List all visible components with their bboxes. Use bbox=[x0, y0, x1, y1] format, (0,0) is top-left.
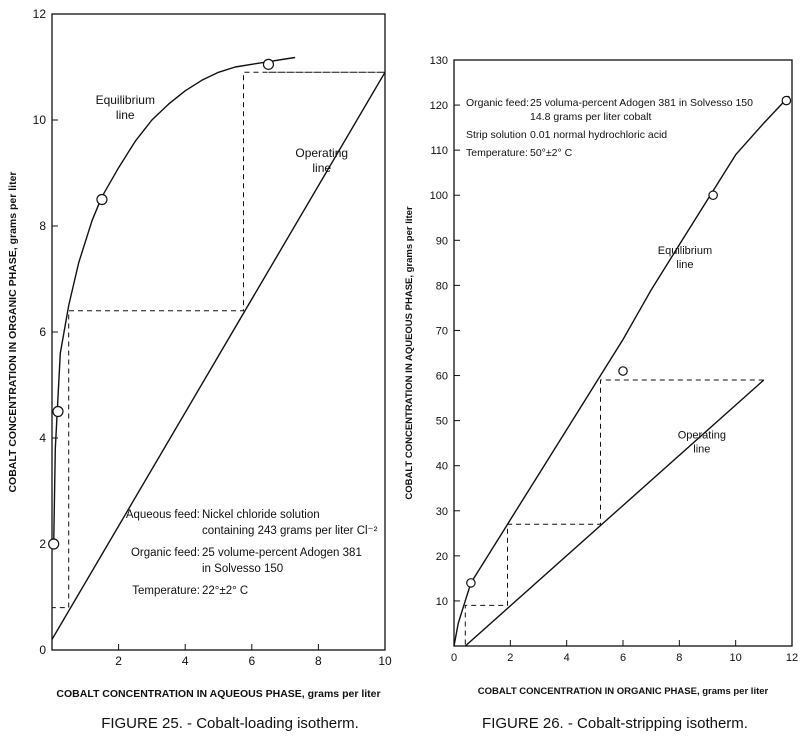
x-tick-label: 2 bbox=[507, 652, 513, 664]
data-point bbox=[262, 58, 275, 70]
x-tick-label: 6 bbox=[620, 652, 626, 664]
data-point bbox=[52, 405, 64, 418]
operating-label: Operating bbox=[678, 430, 726, 442]
operating-line bbox=[464, 379, 765, 647]
y-tick-label: 10 bbox=[436, 596, 448, 608]
operating-label: Operating bbox=[295, 146, 348, 160]
y-tick-label: 80 bbox=[436, 280, 448, 292]
note-label: Temperature: bbox=[466, 147, 528, 159]
y-tick-label: 30 bbox=[436, 506, 448, 518]
x-axis-label: COBALT CONCENTRATION IN ORGANIC PHASE, g… bbox=[478, 686, 769, 697]
y-tick-label: 10 bbox=[33, 113, 47, 127]
data-point bbox=[708, 190, 718, 201]
y-tick-label: 0 bbox=[39, 643, 46, 657]
operating-label-line: line bbox=[312, 161, 331, 175]
note-label: Aqueous feed: bbox=[126, 509, 200, 521]
x-tick-label: 10 bbox=[730, 652, 742, 664]
y-axis-label: COBALT CONCENTRATION IN ORGANIC PHASE, g… bbox=[7, 171, 19, 492]
x-tick-label: 10 bbox=[378, 654, 392, 668]
note-value: 50°±2° C bbox=[530, 147, 573, 159]
data-point bbox=[48, 538, 60, 550]
y-tick-label: 50 bbox=[436, 416, 448, 428]
data-point bbox=[781, 95, 792, 106]
y-tick-label: 110 bbox=[430, 145, 448, 157]
y-tick-label: 12 bbox=[33, 7, 47, 21]
chart-cobalt-stripping-isotherm: 0 2 4 6 8 10 12 10 20 30 40 50 60 70 80 90 100 110 120 130 C… bbox=[404, 55, 798, 732]
operating-line bbox=[51, 71, 386, 640]
note-value: in Solvesso 150 bbox=[202, 563, 283, 575]
note-value: 14.8 grams per liter cobalt bbox=[530, 111, 651, 123]
figure-caption: FIGURE 26. - Cobalt-stripping isotherm. bbox=[482, 715, 748, 732]
y-tick-label: 8 bbox=[39, 219, 46, 233]
x-tick-label: 8 bbox=[676, 652, 682, 664]
x-tick-label: 8 bbox=[315, 654, 322, 668]
note-value: 0.01 normal hydrochloric acid bbox=[530, 129, 667, 141]
y-tick-label: 40 bbox=[436, 461, 448, 473]
x-tick-label: 4 bbox=[564, 652, 570, 664]
step-construction bbox=[464, 379, 764, 646]
figure-caption: FIGURE 25. - Cobalt-loading isotherm. bbox=[101, 715, 359, 732]
note-label: Temperature: bbox=[132, 585, 200, 597]
x-axis-label: COBALT CONCENTRATION IN AQUEOUS PHASE, g… bbox=[56, 688, 380, 700]
y-tick-label: 4 bbox=[39, 431, 46, 445]
data-point bbox=[96, 193, 108, 206]
note-value: 25 volume-percent Adogen 381 bbox=[202, 547, 362, 559]
equilibrium-curve bbox=[53, 56, 296, 545]
note-value: Nickel chloride solution bbox=[202, 509, 320, 521]
equilibrium-label-line: line bbox=[676, 259, 693, 271]
note-value: containing 243 grams per liter Cl⁻² bbox=[202, 525, 378, 537]
note-label: Organic feed: bbox=[131, 547, 200, 559]
note-value: 22°±2° C bbox=[202, 585, 248, 597]
chart-cobalt-loading-isotherm: 2 4 6 8 10 0 2 4 6 8 10 12 COBALT CONCENTRATION IN A… bbox=[7, 7, 392, 732]
y-tick-label: 130 bbox=[430, 55, 448, 67]
y-tick-label: 60 bbox=[436, 371, 448, 383]
y-tick-label: 20 bbox=[436, 551, 448, 563]
step-construction bbox=[52, 71, 385, 609]
y-axis-label: COBALT CONCENTRATION IN AQUEOUS PHASE, g… bbox=[404, 206, 415, 500]
y-tick-label: 120 bbox=[430, 100, 448, 112]
x-tick-label: 6 bbox=[248, 654, 255, 668]
y-tick-label: 6 bbox=[39, 325, 46, 339]
note-label: Organic feed: bbox=[466, 97, 529, 109]
equilibrium-curve bbox=[453, 95, 790, 647]
y-tick-label: 70 bbox=[436, 325, 448, 337]
x-tick-label: 2 bbox=[115, 654, 122, 668]
x-tick-label: 0 bbox=[451, 652, 457, 664]
x-tick-label: 12 bbox=[786, 652, 798, 664]
y-tick-label: 90 bbox=[436, 235, 448, 247]
data-point bbox=[466, 578, 476, 588]
data-point bbox=[618, 366, 628, 376]
equilibrium-label: Equilibrium bbox=[658, 245, 712, 257]
note-label: Strip solution bbox=[466, 129, 527, 141]
operating-label-line: line bbox=[693, 444, 710, 456]
y-tick-label: 2 bbox=[39, 537, 46, 551]
y-tick-label: 100 bbox=[430, 190, 448, 202]
equilibrium-label-line: line bbox=[116, 108, 135, 122]
x-tick-label: 4 bbox=[182, 654, 189, 668]
equilibrium-label: Equilibrium bbox=[96, 93, 155, 107]
note-value: 25 voluma-percent Adogen 381 in Solvesso… bbox=[530, 97, 753, 109]
